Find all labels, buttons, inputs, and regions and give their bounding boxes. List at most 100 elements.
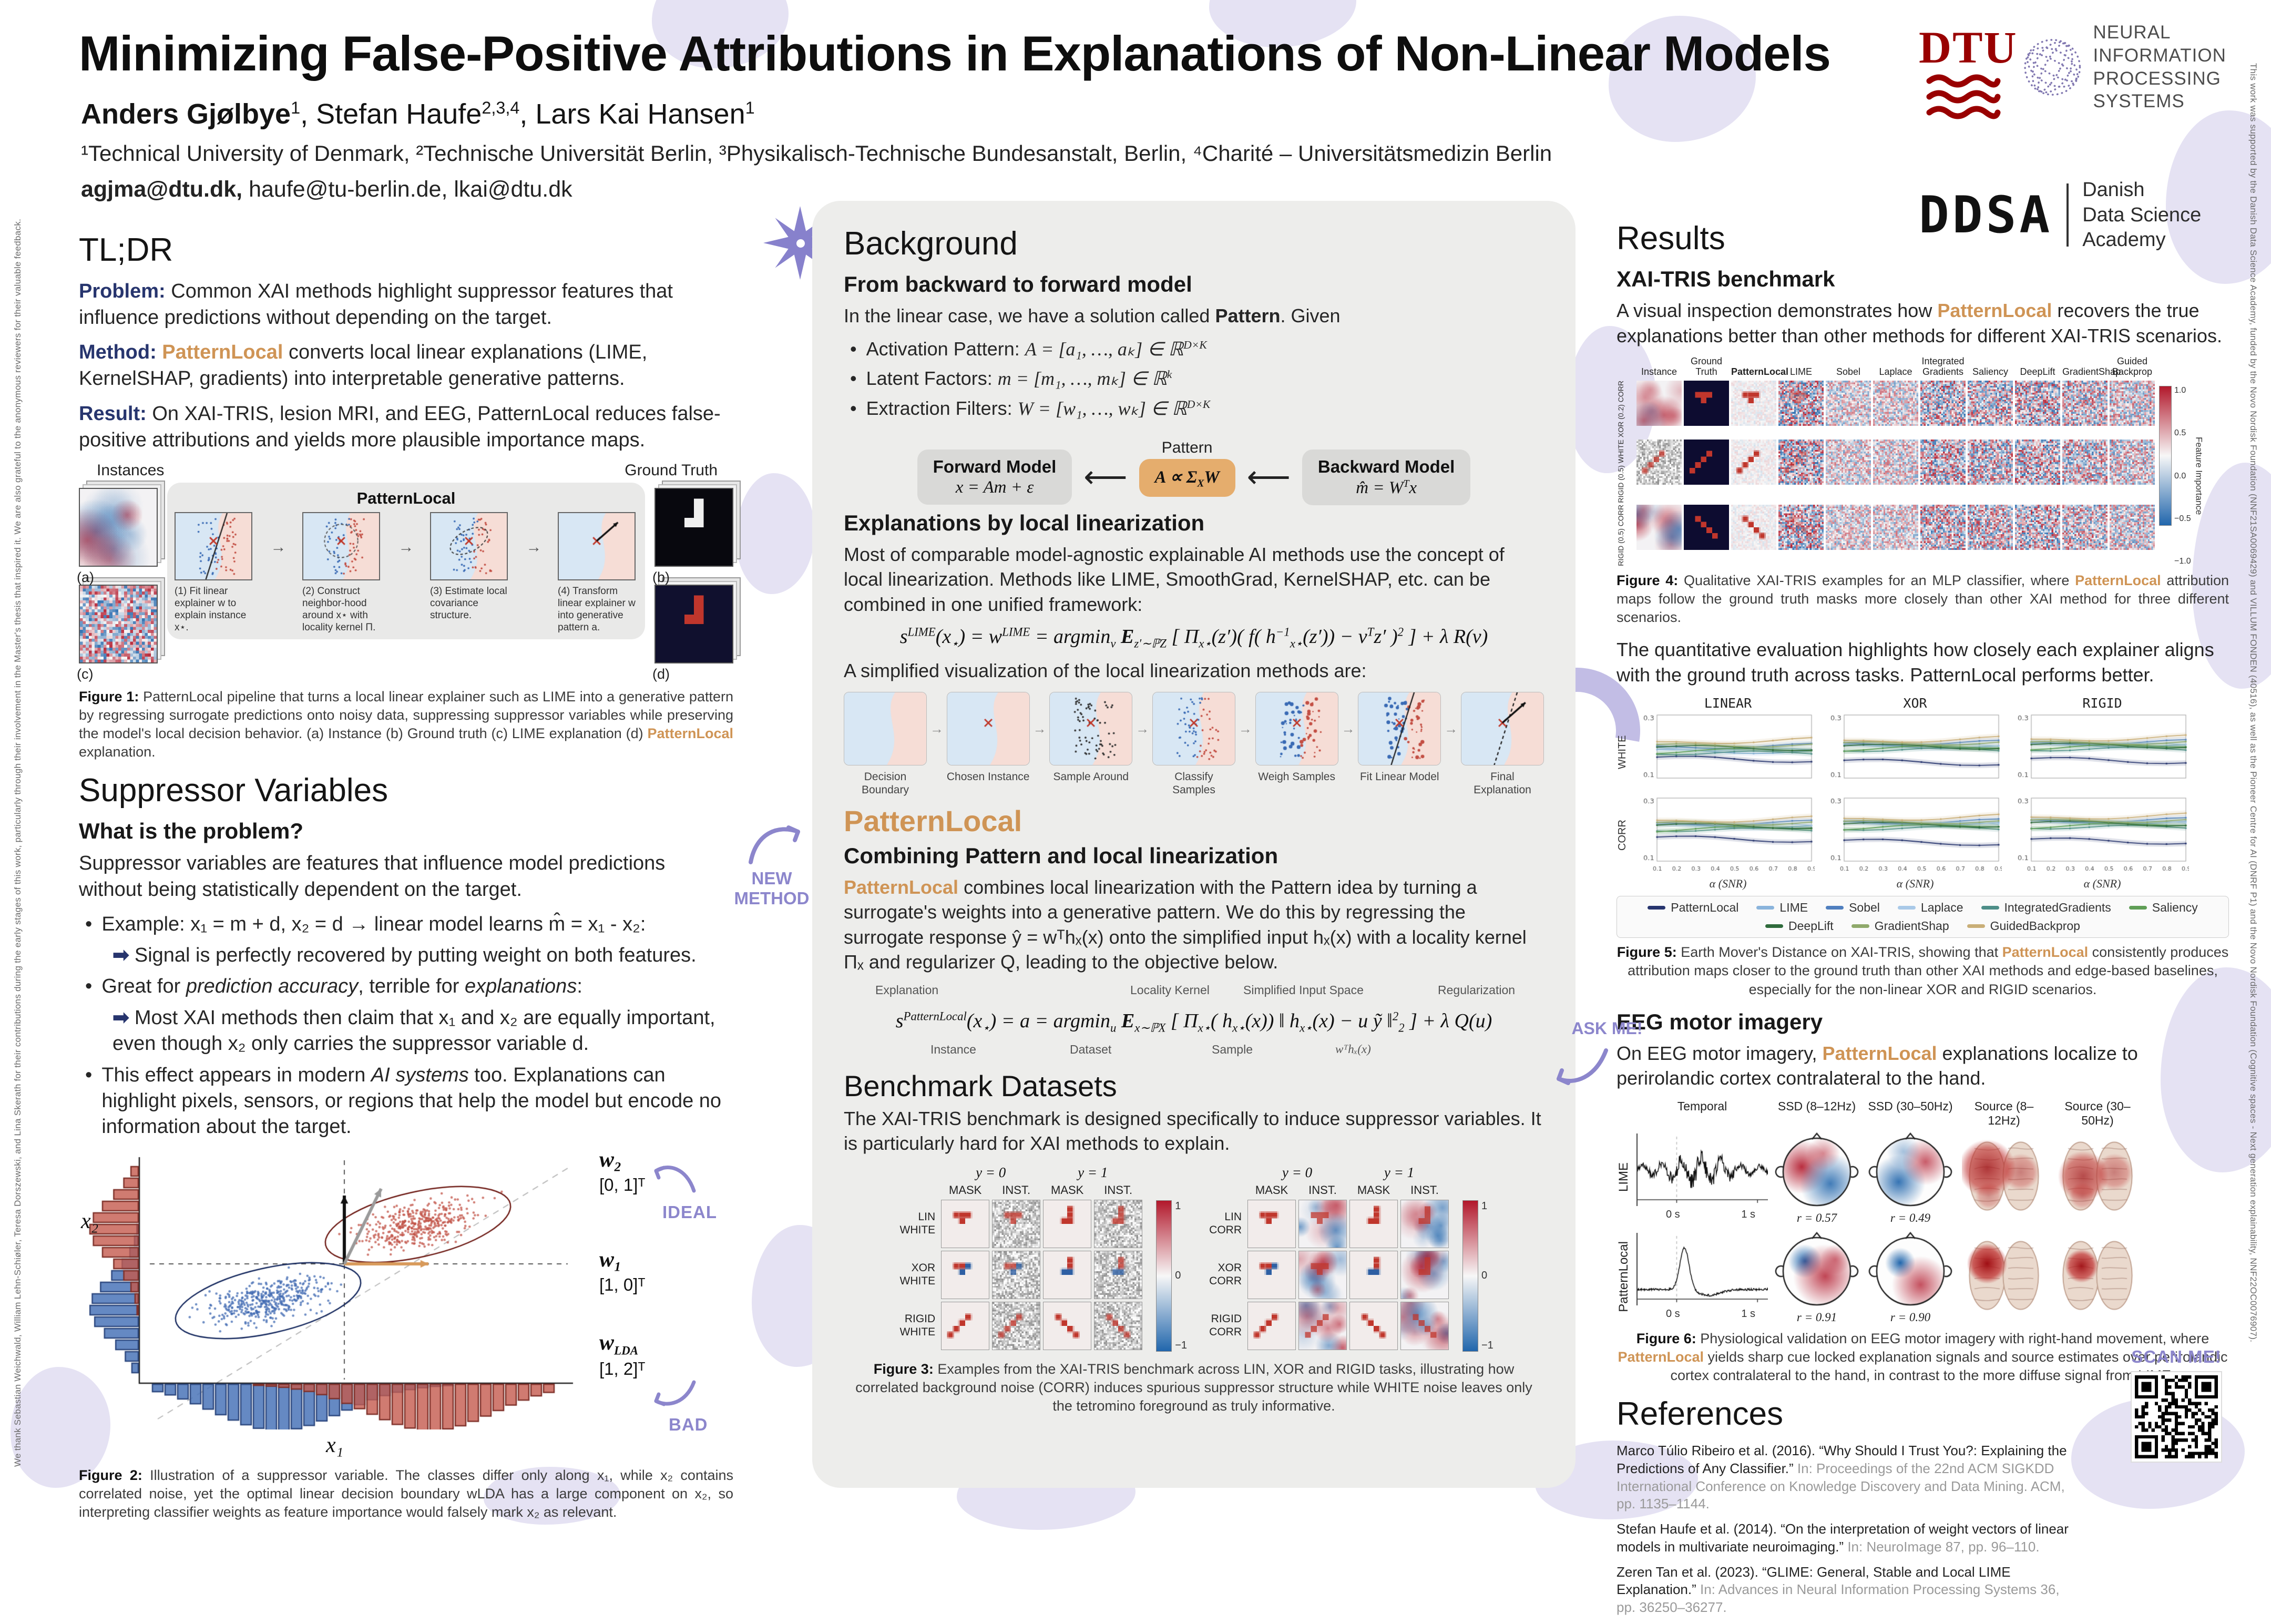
neurips-logo: NEURAL INFORMATION PROCESSING SYSTEMS: [2021, 21, 2271, 113]
benchmark-paragraph: The XAI-TRIS benchmark is designed speci…: [844, 1107, 1541, 1155]
mini-panel-7: Final Explanation: [1460, 691, 1544, 796]
decor-blob: [736, 473, 815, 594]
fig1-step-3: (3) Estimate local covariance structure.: [430, 512, 510, 622]
fig1-marker-d: (d): [652, 666, 670, 682]
background-bullet-2: • Latent Factors: m = [m₁, …, mₖ] ∈ ℝk: [850, 367, 1172, 390]
tldr-method: Method: PatternLocal converts local line…: [79, 341, 648, 390]
affiliations: ¹Technical University of Denmark, ²Techn…: [81, 141, 1552, 166]
fig1-instance-thumb: (a): [77, 487, 158, 585]
background-bullet-3: • Extraction Filters: W = [w₁, …, wₖ] ∈ ℝ…: [850, 397, 1211, 420]
left-arrow-icon: ⟵: [1083, 459, 1128, 494]
tldr-heading: TL;DR: [79, 232, 173, 268]
lime-formula: sLIME(x⋆) = wLIME = argminv Ez′∼ℙZ [ Πx⋆…: [899, 625, 1488, 651]
references-list: Marco Túlio Ribeiro et al. (2016). “Why …: [1617, 1442, 2229, 1617]
decor-blob: [2161, 967, 2271, 1172]
figure5: LINEAR XOR RIGID WHITE CORR α (SNR) α (SNR)…: [1617, 696, 2229, 938]
fig1-step-1: (1) Fit linear explainer w to explain in…: [175, 512, 254, 634]
mini-panel-5: Weigh Samples: [1255, 691, 1338, 783]
results-p1: A visual inspection demonstrates how Pat…: [1617, 300, 2222, 346]
figure6: Temporal SSD (8–12Hz) SSD (30–50Hz) Sour…: [1617, 1099, 2229, 1324]
fig2-wlda-annotation: wLDA [1, 2]ᵀ: [599, 1330, 646, 1379]
figure1-pipeline: Instances Ground Truth (a) (c) PatternLo…: [77, 461, 733, 682]
neurips-sphere-icon: [2024, 38, 2081, 96]
benchmark-heading: Benchmark Datasets: [844, 1069, 1117, 1102]
background-p3: A simplified visualization of the local …: [844, 660, 1367, 682]
author-1: Anders Gjølbye: [81, 98, 291, 130]
suppressor-bullet-3: • This effect appears in modern AI system…: [85, 1064, 722, 1138]
fig1-marker-b: (b): [652, 569, 670, 585]
fig1-marker-a: (a): [77, 569, 94, 585]
fig1-step-2: (2) Construct neighbor-hood around x⋆ wi…: [302, 512, 382, 634]
mini-panel-6: Fit Linear Model: [1358, 691, 1441, 783]
decor-blob: [1609, 16, 1756, 142]
suppressor-bullet-1: • Example: x₁ = m + d, x₂ = d → linear mo…: [85, 913, 646, 935]
results-heading: Results: [1617, 220, 1725, 257]
background-sub2: Explanations by local linearization: [844, 510, 1205, 535]
neurips-logo-text: NEURAL INFORMATION PROCESSING SYSTEMS: [2093, 22, 2226, 112]
ddsa-logo: DDSA Danish Data Science Academy: [1919, 178, 2201, 253]
fig1-groundtruth-label: Ground Truth: [625, 461, 718, 479]
new-method-label: NEW METHOD: [734, 869, 810, 908]
suppressor-intro: Suppressor variables are features that i…: [79, 852, 666, 901]
email-secondary: haufe@tu-berlin.de, lkai@dtu.dk: [242, 177, 572, 202]
dtu-logo: DTU: [1919, 21, 2018, 124]
dtu-logo-text: DTU: [1919, 22, 2018, 73]
author-2-sup: 2,3,4: [482, 98, 520, 117]
figure3-caption: Figure 3: Examples from the XAI-TRIS ben…: [855, 1361, 1532, 1414]
mini-arrow-icon: →: [1444, 720, 1458, 737]
fig3-colorbar-right: 1 0 −1: [1462, 1200, 1493, 1352]
figure4-caption: Figure 4: Qualitative XAI-TRIS examples …: [1617, 573, 2229, 626]
fig1-patternlocal-label: PatternLocal: [356, 488, 456, 507]
author-1-sup: 1: [291, 98, 301, 117]
fig1-instances-label: Instances: [97, 461, 165, 479]
figure2-scatter: x₁ x₂ w₂ [0, 1]ᵀ IDEAL w₁ [1, 0]ᵀ wLDA [1, …: [79, 1145, 733, 1461]
ddsa-divider: [2067, 183, 2069, 247]
scan-me-block: SCAN ME!: [2124, 1347, 2229, 1464]
mini-panel-3: Sample Around: [1049, 691, 1133, 783]
reference-2: Stefan Haufe et al. (2014). “On the inte…: [1617, 1521, 2069, 1555]
pattern-box-wrap: Pattern A ∝ ΣXW: [1139, 439, 1235, 497]
author-2: , Stefan Haufe: [300, 98, 482, 130]
figure6-caption: Figure 6: Physiological validation on EE…: [1618, 1330, 2228, 1383]
suppressor-bullet-2: • Great for prediction accuracy, terrible…: [85, 975, 582, 998]
figure1-caption: Figure 1: PatternLocal pipeline that tur…: [79, 688, 733, 760]
reference-1: Marco Túlio Ribeiro et al. (2016). “Why …: [1617, 1442, 2067, 1512]
ddsa-caption: Danish Data Science Academy: [2082, 179, 2202, 251]
patternlocal-formula: sPatternLocal(x⋆) = a = argminu Ex∼ℙX [ …: [895, 1009, 1492, 1035]
scan-me-label: SCAN ME!: [2131, 1347, 2222, 1366]
ask-me-label: ASK ME!: [1571, 1019, 1643, 1038]
fig1-pl-thumb: (d): [652, 584, 733, 682]
background-sub1: From backward to forward model: [844, 272, 1192, 297]
tldr-result: Result: On XAI-TRIS, lesion MRI, and EEG…: [79, 402, 721, 451]
acknowledgement-note: We thank Sebastian Weichwald, William Le…: [13, 218, 23, 1467]
funding-note: This work was supported by the Danish Da…: [2248, 63, 2258, 1343]
mini-panel-1: Decision Boundary: [844, 691, 927, 796]
left-arrow-icon: ⟵: [1246, 459, 1291, 494]
fig2-ideal-label: IDEAL: [662, 1202, 717, 1222]
fig2-bad-arrow-icon: [654, 1380, 696, 1406]
authors-line: Anders Gjølbye1, Stefan Haufe2,3,4, Lars…: [81, 98, 755, 130]
references-heading: References: [1617, 1395, 1784, 1432]
poster-title: Minimizing False-Positive Attributions i…: [79, 26, 1831, 81]
fig1-step-4: (4) Transform linear explainer w into ge…: [558, 512, 638, 634]
mini-panel-2: Chosen Instance: [946, 691, 1030, 783]
fig1-lime-thumb: (c): [77, 584, 158, 682]
email-primary: agjma@dtu.dk,: [81, 177, 243, 202]
ask-me-arrow-icon: [1557, 1048, 1608, 1085]
fig1-marker-c: (c): [77, 666, 94, 682]
results-sub1: XAI-TRIS benchmark: [1617, 267, 1835, 291]
fig4-colorbar: 1.0 0.5 0.0 −0.5 −1.0 Feature Importance: [2159, 386, 2215, 566]
author-3: , Lars Kai Hansen: [519, 98, 745, 130]
mini-arrow-icon: →: [1341, 720, 1355, 737]
suppressor-question: What is the problem?: [79, 819, 304, 844]
fig1-gt-thumb: (b): [652, 487, 733, 585]
patternlocal-sub: Combining Pattern and local linearizatio…: [844, 843, 1278, 868]
backward-model-box: Backward Model m̂ = WTx: [1302, 449, 1471, 505]
model-boxes: Forward Model x = Am + ε ⟵ Pattern A ∝ Σ…: [844, 431, 1544, 505]
suppressor-bullet-2-note: ➡ Most XAI methods then claim that x₁ and…: [112, 1006, 715, 1055]
fig1-arrow-icon: →: [270, 538, 287, 556]
